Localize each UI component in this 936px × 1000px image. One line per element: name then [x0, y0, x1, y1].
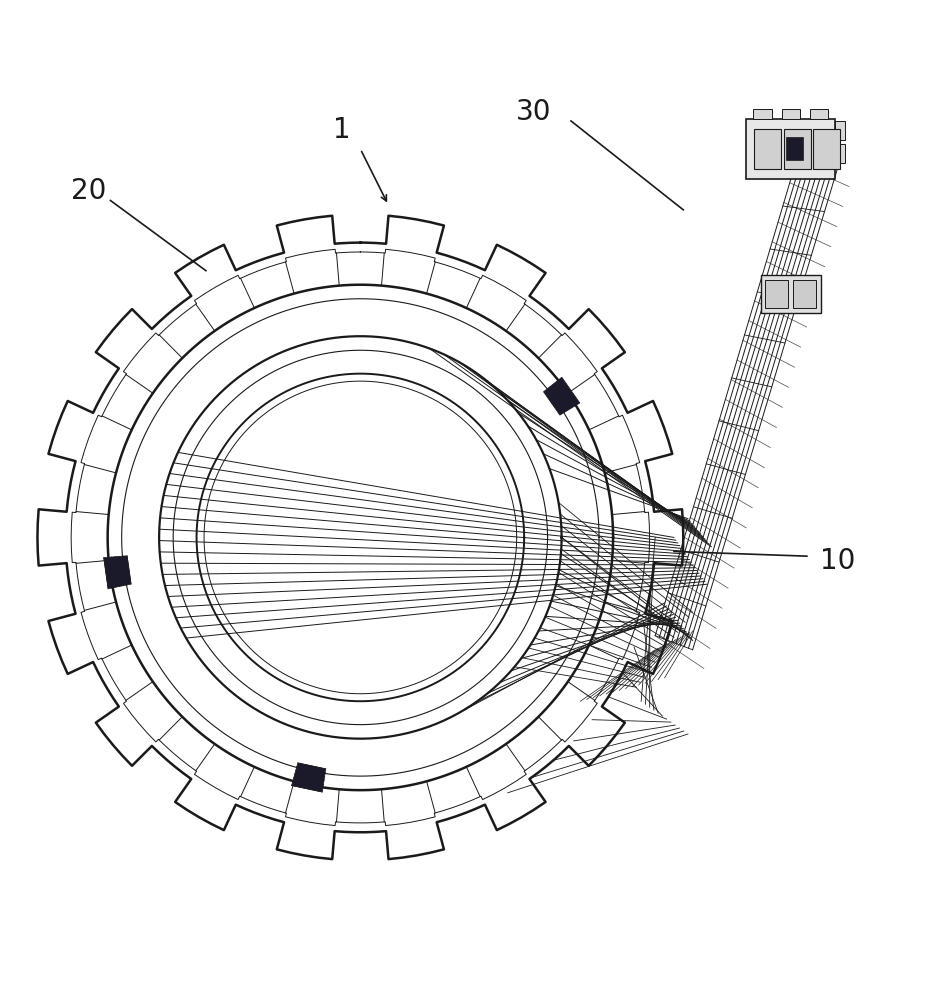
Text: 20: 20 — [71, 177, 107, 205]
FancyBboxPatch shape — [813, 129, 841, 169]
Polygon shape — [292, 763, 326, 792]
Polygon shape — [104, 556, 131, 589]
FancyBboxPatch shape — [793, 280, 816, 308]
FancyBboxPatch shape — [786, 137, 803, 160]
FancyBboxPatch shape — [761, 275, 822, 313]
FancyBboxPatch shape — [766, 280, 788, 308]
FancyBboxPatch shape — [754, 129, 781, 169]
FancyBboxPatch shape — [836, 144, 845, 163]
FancyBboxPatch shape — [753, 109, 772, 119]
Text: 30: 30 — [516, 98, 551, 126]
FancyBboxPatch shape — [810, 109, 828, 119]
FancyBboxPatch shape — [747, 119, 836, 179]
FancyBboxPatch shape — [782, 109, 800, 119]
Text: 1: 1 — [333, 116, 350, 144]
FancyBboxPatch shape — [783, 129, 811, 169]
Polygon shape — [544, 377, 579, 415]
FancyBboxPatch shape — [836, 121, 845, 140]
Text: 10: 10 — [820, 547, 856, 575]
